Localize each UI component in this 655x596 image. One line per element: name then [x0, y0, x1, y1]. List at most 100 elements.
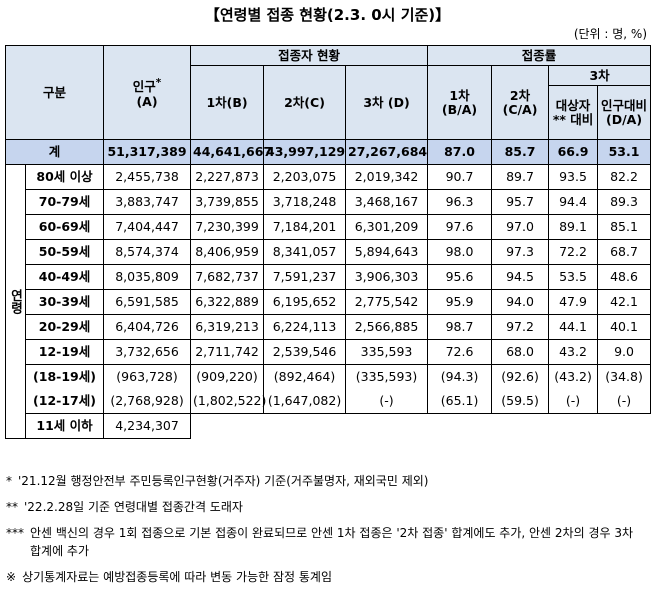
- cell: 2,566,885: [345, 314, 429, 340]
- header-cell: 1차 (B/A): [427, 65, 493, 140]
- footnote-text: '22.2.28일 기준 연령대별 접종간격 도래자: [24, 500, 243, 514]
- header-text: 2차: [509, 87, 531, 103]
- header-cell: 인구대비 (D/A): [597, 85, 652, 140]
- cell: 68.0: [491, 339, 550, 365]
- cell: 27,267,684: [345, 139, 429, 165]
- data-row: 11세 이하 4,234,307: [6, 413, 651, 439]
- header-text: (B/A): [441, 101, 478, 117]
- row-label: 80세 이상: [24, 164, 105, 190]
- header-cell: 3차: [548, 65, 652, 86]
- cell: 2,711,742: [190, 339, 265, 365]
- cell: (909,220): [190, 364, 265, 389]
- data-row: 12-19세 3,732,656 2,711,742 2,539,546 335,593…: [6, 339, 652, 365]
- row-label: (12-17세): [24, 389, 105, 414]
- cell: 98.7: [427, 314, 493, 340]
- cell: 85.7: [491, 139, 550, 165]
- data-row: 70-79세 3,883,747 3,739,855 3,718,248 3,468,1…: [6, 189, 652, 215]
- data-row: 50-59세 8,574,374 8,406,959 8,341,057 5,894,6…: [6, 239, 652, 265]
- cell: 7,230,399: [190, 214, 265, 240]
- header-text: 대상자: [555, 97, 591, 113]
- row-label: 계: [4, 139, 105, 165]
- cell: 6,319,213: [190, 314, 265, 340]
- cell: 97.3: [491, 239, 550, 265]
- cell: 68.7: [597, 239, 652, 265]
- header-cell: 2차 (C/A): [491, 65, 550, 140]
- cell: 53.5: [548, 264, 599, 290]
- cell: (2,768,928): [103, 389, 192, 414]
- header-cell: 인구* (A): [103, 45, 192, 140]
- header-cell: 1차(B): [190, 65, 265, 140]
- cell: 4,234,307: [103, 413, 192, 439]
- cell: 95.9: [427, 289, 493, 315]
- cell: 89.3: [597, 189, 652, 215]
- cell: (94.3): [427, 364, 493, 389]
- cell: 97.0: [491, 214, 550, 240]
- cell: 89.1: [548, 214, 599, 240]
- cell: 7,184,201: [263, 214, 347, 240]
- cell: 2,227,873: [190, 164, 265, 190]
- cell: (335,593): [345, 364, 429, 389]
- cell: 94.0: [491, 289, 550, 315]
- cell: 96.3: [427, 189, 493, 215]
- cell: 335,593: [345, 339, 429, 365]
- data-row: 연령 80세 이상 2,455,738 2,227,873 2,203,075 2,019…: [5, 164, 652, 439]
- header-text: (D/A): [606, 111, 643, 127]
- header-text: 1차: [449, 87, 470, 103]
- footnote: ※ 상기통계자료는 예방접종등록에 따라 변동 가능한 잠정 통계임: [6, 568, 646, 586]
- header-cell: 2차(C): [263, 65, 347, 140]
- cell: 6,404,726: [103, 314, 192, 340]
- cell: 43.2: [548, 339, 599, 365]
- cell: 8,574,374: [103, 239, 192, 265]
- blank: [191, 414, 651, 439]
- cell: 2,455,738: [103, 164, 192, 190]
- header-text: 인구: [132, 79, 156, 95]
- cell: (92.6): [491, 364, 550, 389]
- footnotes: * '21.12월 행정안전부 주민등록인구현황(거주자) 기준(거주불명자, 재…: [6, 472, 646, 594]
- cell: (-): [548, 389, 599, 414]
- footnote-mark: ***: [6, 526, 24, 540]
- header-text: ** 대비: [552, 111, 594, 127]
- header-text: 인구대비: [601, 97, 648, 113]
- footnote-mark: ※: [6, 570, 17, 584]
- cell: 2,539,546: [263, 339, 347, 365]
- header-cell: 구분: [4, 45, 105, 140]
- cell: 40.1: [597, 314, 652, 340]
- cell: 3,739,855: [190, 189, 265, 215]
- footnote: ** '22.2.28일 기준 연령대별 접종간격 도래자: [6, 498, 646, 516]
- unit: (단위 : 명, %): [573, 27, 647, 41]
- cell: 2,019,342: [345, 164, 429, 190]
- cell: 8,341,057: [263, 239, 347, 265]
- cell: (1,802,522): [190, 389, 266, 414]
- cell: 93.5: [548, 164, 599, 190]
- row-label: 70-79세: [24, 189, 105, 215]
- cell: 7,404,447: [103, 214, 192, 240]
- header-cell: 접종률: [427, 45, 652, 66]
- row-label: 20-29세: [24, 314, 105, 340]
- cell: 6,195,652: [263, 289, 347, 315]
- age-group-label: 연령: [5, 164, 26, 439]
- cell: 8,035,809: [103, 264, 192, 290]
- header-cell: 3차 (D): [345, 65, 429, 140]
- cell: 8,406,959: [190, 239, 265, 265]
- total-row: 계 51,317,389 44,641,667 43,997,129 27,267,68…: [4, 139, 652, 165]
- cell: 9.0: [597, 339, 652, 365]
- sub-row: (18-19세) (963,728) (909,220) (892,464) (335,…: [6, 364, 652, 389]
- row-label: 40-49세: [24, 264, 105, 290]
- header-cell: 접종자 현황: [190, 45, 429, 66]
- cell: 94.5: [491, 264, 550, 290]
- row-label: 60-69세: [24, 214, 105, 240]
- row-label: 30-39세: [24, 289, 105, 315]
- cell: 94.4: [548, 189, 599, 215]
- cell: 3,906,303: [345, 264, 429, 290]
- cell: 98.0: [427, 239, 493, 265]
- row-label: (18-19세): [24, 364, 105, 389]
- cell: 43,997,129: [263, 139, 347, 165]
- cell: (-): [597, 389, 652, 414]
- footnote-mark: *: [6, 474, 12, 488]
- header-cell: 대상자 ** 대비: [548, 85, 599, 140]
- cell: 3,883,747: [103, 189, 192, 215]
- cell: 3,732,656: [103, 339, 192, 365]
- cell: (65.1): [427, 389, 493, 414]
- data-row: 60-69세 7,404,447 7,230,399 7,184,201 6,301,2…: [6, 214, 652, 240]
- cell: (59.5): [491, 389, 550, 414]
